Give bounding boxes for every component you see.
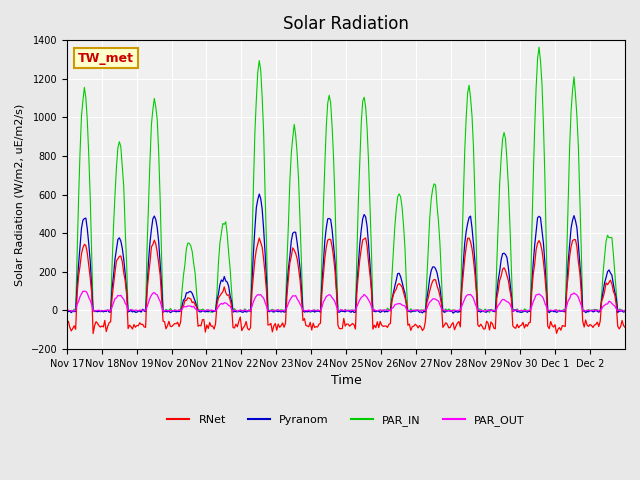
PAR_IN [547, 309, 554, 314]
Line: RNet: RNet [67, 238, 625, 334]
Line: Pyranom: Pyranom [67, 194, 625, 313]
PAR_OUT [621, 308, 629, 314]
PAR_OUT [351, 307, 359, 313]
PAR_IN [535, 44, 543, 50]
PAR_OUT [545, 308, 553, 313]
Pyranom [99, 309, 107, 314]
Pyranom [621, 309, 629, 314]
Pyranom [620, 309, 627, 315]
RNet [620, 323, 627, 328]
PAR_IN [351, 307, 359, 313]
Pyranom [255, 191, 263, 197]
PAR_OUT [101, 308, 109, 313]
PAR_IN [307, 310, 314, 315]
Legend: RNet, Pyranom, PAR_IN, PAR_OUT: RNet, Pyranom, PAR_IN, PAR_OUT [163, 410, 529, 430]
Pyranom [449, 310, 457, 316]
RNet [90, 331, 97, 336]
Text: TW_met: TW_met [78, 52, 134, 65]
PAR_OUT [63, 307, 71, 313]
Pyranom [547, 308, 554, 314]
RNet [621, 324, 629, 330]
PAR_OUT [79, 288, 87, 294]
PAR_IN [63, 307, 71, 313]
Line: PAR_OUT: PAR_OUT [67, 291, 625, 312]
PAR_IN [620, 308, 627, 314]
RNet [362, 235, 369, 241]
PAR_IN [621, 307, 629, 313]
PAR_IN [462, 115, 470, 121]
PAR_OUT [556, 309, 563, 314]
PAR_OUT [462, 293, 470, 299]
PAR_OUT [620, 308, 627, 314]
PAR_OUT [83, 290, 91, 296]
PAR_IN [99, 309, 107, 315]
RNet [101, 318, 109, 324]
Pyranom [464, 221, 472, 227]
Y-axis label: Solar Radiation (W/m2, uE/m2/s): Solar Radiation (W/m2, uE/m2/s) [15, 104, 25, 286]
Pyranom [82, 215, 90, 221]
RNet [351, 326, 359, 332]
Line: PAR_IN: PAR_IN [67, 47, 625, 312]
X-axis label: Time: Time [331, 374, 362, 387]
Pyranom [63, 309, 71, 314]
RNet [63, 321, 71, 327]
RNet [82, 242, 90, 248]
PAR_IN [82, 95, 90, 101]
RNet [464, 235, 472, 241]
Pyranom [351, 309, 359, 315]
RNet [547, 319, 554, 324]
Title: Solar Radiation: Solar Radiation [283, 15, 409, 33]
